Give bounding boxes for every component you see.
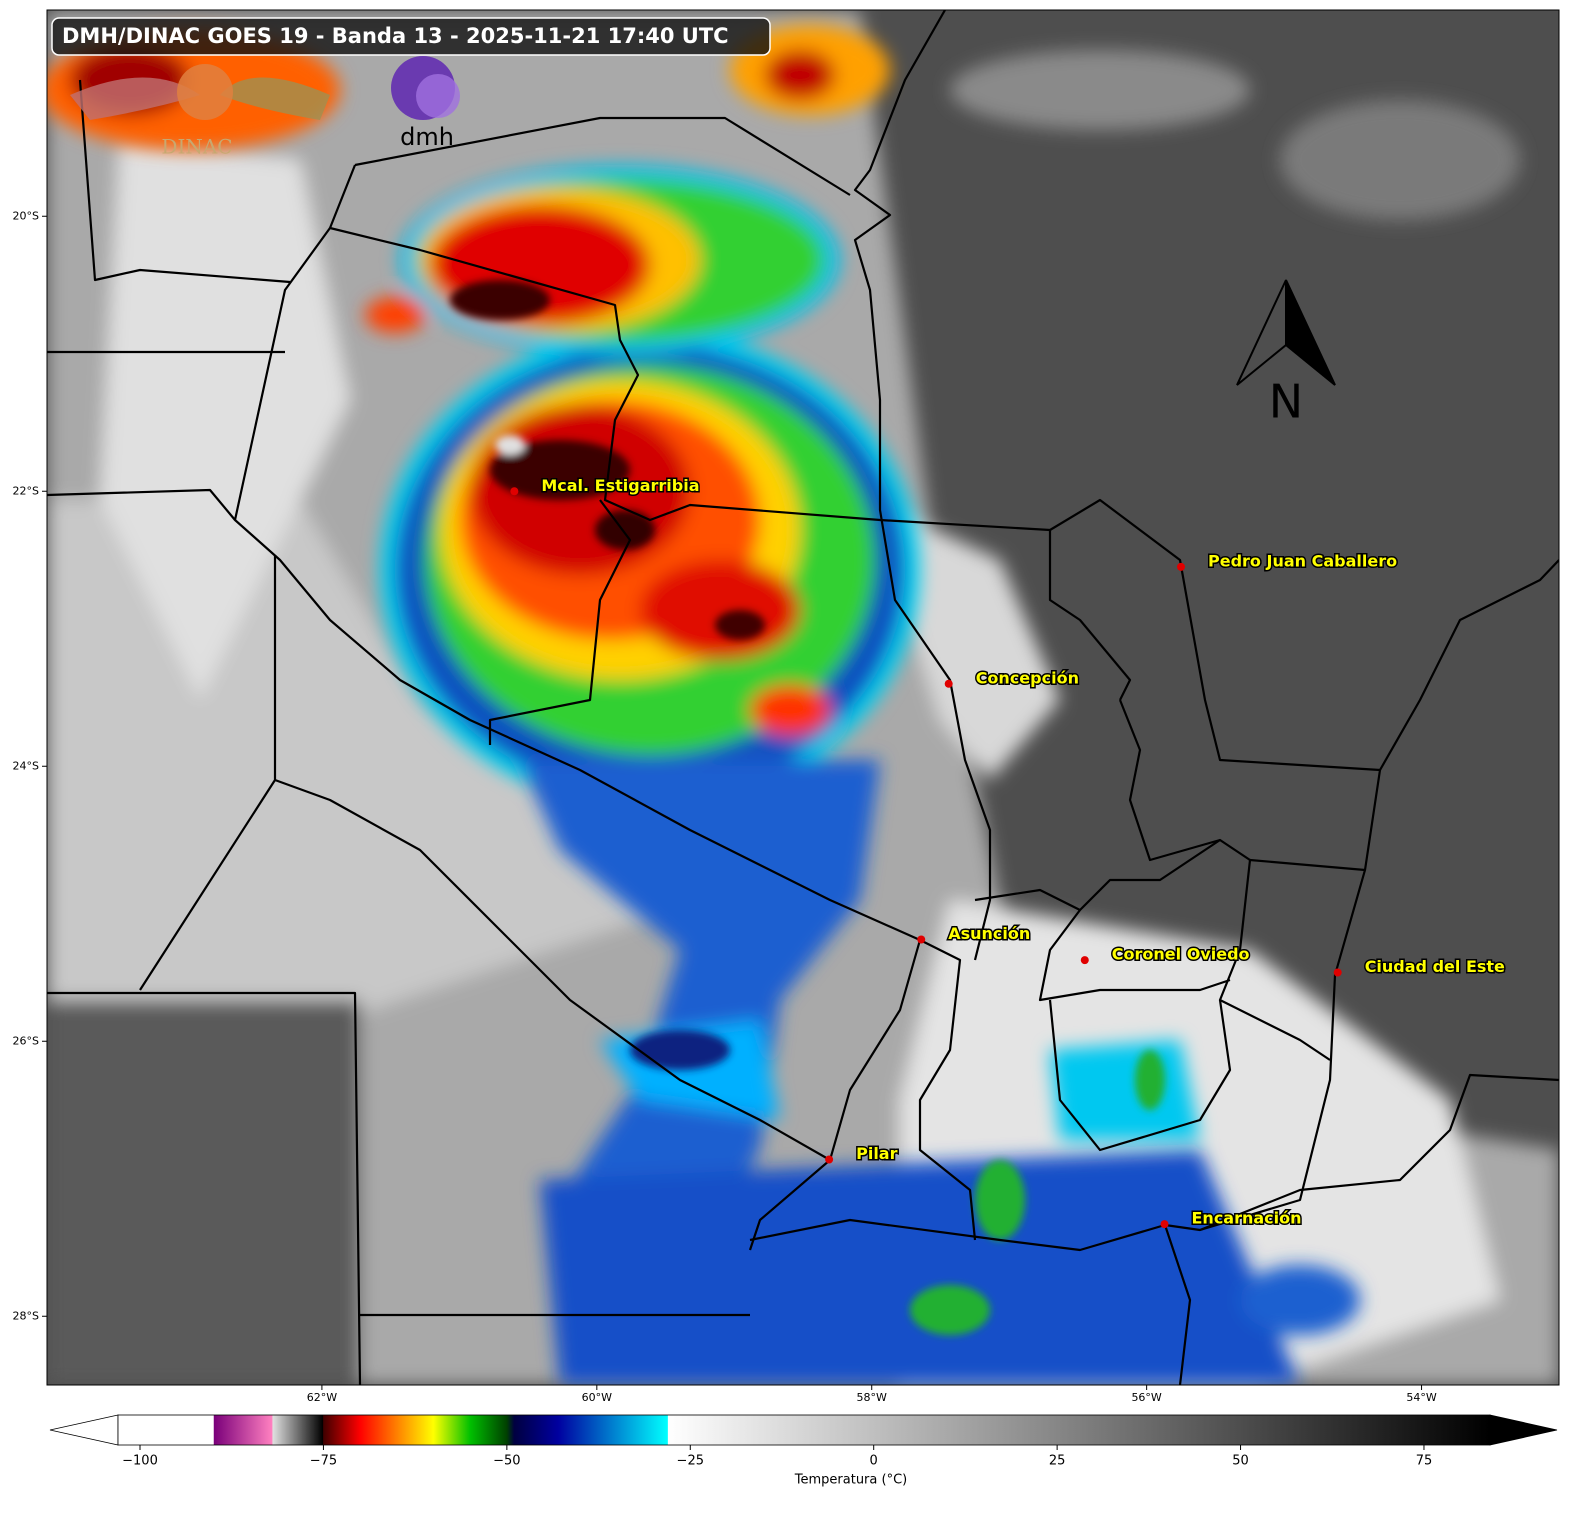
y-tick-label: 24°S (13, 759, 39, 772)
dmh-logo-text: dmh (400, 123, 454, 151)
axes: 62°W 60°W 58°W 56°W 54°W 20°S 22°S 24°S 26°S 28°S (13, 209, 1437, 1404)
colorbar-tick-label: −100 (122, 1454, 158, 1469)
city-marker (944, 679, 953, 688)
x-tick-label: 56°W (1131, 1391, 1161, 1404)
dinac-logo-text: DINAC (161, 135, 232, 159)
x-tick-label: 54°W (1406, 1391, 1436, 1404)
y-tick-label: 20°S (13, 209, 39, 222)
dmh-logo: dmh (391, 56, 460, 151)
colorbar-label: Temperatura (°C) (794, 1473, 907, 1488)
cities: Mcal. Estigarribia Pedro Juan Caballero Co… (510, 474, 1507, 1229)
city-label: Concepción (976, 668, 1079, 687)
y-tick-label: 22°S (13, 484, 39, 497)
city-marker (1080, 956, 1089, 965)
city-label: Asunción (948, 924, 1030, 943)
city-marker (917, 935, 926, 944)
colorbar-extend-low (49, 1414, 119, 1446)
city-label: Encarnación (1192, 1209, 1302, 1228)
satellite-image: N DINAC dmh (47, 10, 1559, 1385)
north-label: N (1269, 375, 1303, 429)
colorbar: −100 −75 −50 −25 0 25 50 75 Temperatura (°C) (49, 1414, 1558, 1488)
city-label: Coronel Oviedo (1112, 945, 1250, 964)
colorbar-extend-high (1489, 1414, 1558, 1446)
colorbar-tick-label: −25 (677, 1454, 704, 1469)
city-marker (1333, 968, 1342, 977)
colorbar-tick-label: 25 (1049, 1454, 1066, 1469)
title: DMH/DINAC GOES 19 - Banda 13 - 2025-11-2… (62, 24, 729, 48)
city-label: Ciudad del Este (1365, 957, 1505, 976)
city-label: Pedro Juan Caballero (1208, 551, 1397, 570)
colorbar-tick-label: −75 (310, 1454, 337, 1469)
x-tick-label: 62°W (307, 1391, 337, 1404)
colorbar-tick-label: −50 (493, 1454, 520, 1469)
x-tick-label: 58°W (857, 1391, 887, 1404)
title-box: DMH/DINAC GOES 19 - Banda 13 - 2025-11-2… (51, 17, 771, 56)
colorbar-tick-label: 75 (1416, 1454, 1433, 1469)
colorbar-tick-label: 50 (1232, 1454, 1249, 1469)
map-frame (46, 9, 1560, 1386)
north-arrow: N (1236, 279, 1336, 429)
colorbar-body (117, 1414, 1491, 1446)
x-tick-label: 60°W (582, 1391, 612, 1404)
city-marker (1160, 1220, 1169, 1229)
city-label: Mcal. Estigarribia (541, 476, 699, 495)
dinac-logo: DINAC (70, 64, 330, 159)
city-marker (825, 1155, 834, 1164)
city-label: Pilar (856, 1144, 897, 1163)
y-tick-label: 26°S (13, 1034, 39, 1047)
city-marker (1177, 562, 1185, 571)
y-tick-label: 28°S (13, 1309, 39, 1322)
city-marker (510, 487, 519, 496)
colorbar-tick-label: 0 (870, 1454, 878, 1469)
